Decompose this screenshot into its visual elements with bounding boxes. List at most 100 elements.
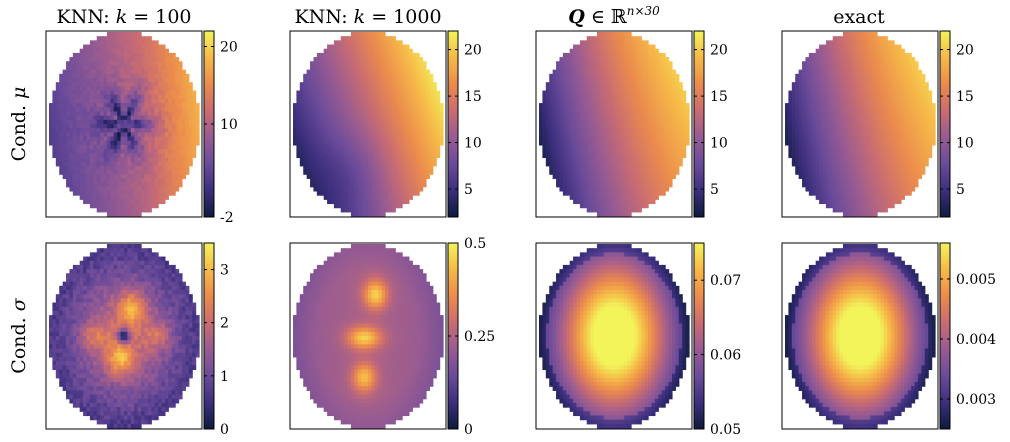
heatmap-cell — [151, 203, 155, 208]
heatmap-cell — [300, 95, 304, 100]
heatmap-cell — [80, 162, 84, 167]
heatmap-cell — [436, 141, 440, 146]
heatmap-cell — [165, 145, 169, 150]
heatmap-cell — [614, 128, 618, 133]
heatmap-cell — [607, 208, 611, 213]
heatmap-cell — [658, 170, 662, 175]
heatmap-cell — [628, 61, 632, 66]
heatmap-cell — [419, 178, 423, 183]
heatmap-cell — [334, 70, 338, 75]
heatmap-cell — [539, 128, 543, 133]
heatmap-cell — [83, 111, 87, 116]
heatmap-cell — [638, 124, 642, 129]
heatmap-cell — [399, 183, 403, 188]
heatmap-cell — [573, 195, 577, 200]
heatmap-cell — [409, 49, 413, 54]
heatmap-cell — [365, 116, 369, 121]
heatmap-cell — [165, 70, 169, 75]
heatmap-cell — [559, 170, 563, 175]
column-title-knn-1000: KNN: k = 1000 — [294, 6, 441, 28]
heatmap-cell — [313, 65, 317, 70]
heatmap-cell — [371, 203, 375, 208]
heatmap-cell — [59, 116, 63, 121]
heatmap-cell — [658, 124, 662, 129]
heatmap-cell — [59, 157, 63, 162]
heatmap-cell — [409, 120, 413, 125]
heatmap-cell — [409, 191, 413, 196]
heatmap-cell — [409, 128, 413, 133]
heatmap-cell — [402, 183, 406, 188]
heatmap-cell — [549, 120, 553, 125]
heatmap-cell — [172, 95, 176, 100]
heatmap-cell — [559, 91, 563, 96]
heatmap-cell — [334, 49, 338, 54]
heatmap-cell — [127, 74, 131, 79]
heatmap-cell — [553, 141, 557, 146]
heatmap-cell — [320, 86, 324, 91]
heatmap-cell — [331, 65, 335, 70]
heatmap-cell — [378, 199, 382, 204]
heatmap-cell — [634, 208, 638, 213]
heatmap-cell — [590, 74, 594, 79]
heatmap-cell — [354, 36, 358, 41]
heatmap-cell — [368, 199, 372, 204]
heatmap-cell — [553, 91, 557, 96]
heatmap-cell — [303, 162, 307, 167]
heatmap-cell — [573, 65, 577, 70]
heatmap-cell — [617, 61, 621, 66]
heatmap-cell — [412, 82, 416, 87]
heatmap-cell — [542, 145, 546, 150]
heatmap-cell — [107, 74, 111, 79]
heatmap-cell — [337, 49, 341, 54]
heatmap-cell — [117, 212, 121, 217]
heatmap-cell — [559, 103, 563, 108]
heatmap-cell — [63, 166, 67, 171]
heatmap-cell — [185, 149, 189, 154]
heatmap-cell — [662, 162, 666, 167]
heatmap-cell — [658, 149, 662, 154]
heatmap-cell — [624, 124, 628, 129]
heatmap-cell — [580, 174, 584, 179]
heatmap-cell — [583, 178, 587, 183]
heatmap-cell — [573, 145, 577, 150]
heatmap-cell — [127, 57, 131, 62]
heatmap-cell — [597, 120, 601, 125]
heatmap-cell — [131, 145, 135, 150]
heatmap-cell — [175, 137, 179, 142]
heatmap-cell — [358, 199, 362, 204]
heatmap-cell — [63, 153, 67, 158]
heatmap-cell — [144, 183, 148, 188]
heatmap-cell — [621, 82, 625, 87]
heatmap-cell — [172, 191, 176, 196]
heatmap-cell — [151, 187, 155, 192]
heatmap-cell — [73, 191, 77, 196]
heatmap-cell — [148, 91, 152, 96]
heatmap-cell — [151, 124, 155, 129]
heatmap-cell — [317, 132, 321, 137]
heatmap-cell — [148, 124, 152, 129]
heatmap-cell — [80, 178, 84, 183]
heatmap-cell — [406, 153, 410, 158]
heatmap-cell — [327, 128, 331, 133]
heatmap-cell — [819, 65, 823, 70]
heatmap-cell — [826, 61, 830, 66]
heatmap-cell — [388, 203, 392, 208]
heatmap-cell — [320, 137, 324, 142]
heatmap-cell — [429, 95, 433, 100]
heatmap-cell — [100, 74, 104, 79]
heatmap-cell — [600, 141, 604, 146]
heatmap-cell — [303, 170, 307, 175]
heatmap-cell — [375, 203, 379, 208]
heatmap-cell — [97, 45, 101, 50]
heatmap-cell — [307, 107, 311, 112]
heatmap-cell — [416, 191, 420, 196]
heatmap-cell — [812, 53, 816, 58]
heatmap-cell — [378, 116, 382, 121]
heatmap-cell — [320, 53, 324, 58]
heatmap-cell — [665, 166, 669, 171]
heatmap-cell — [621, 153, 625, 158]
heatmap-cell — [97, 124, 101, 129]
heatmap-cell — [823, 107, 827, 112]
heatmap-cell — [628, 145, 632, 150]
heatmap-cell — [412, 153, 416, 158]
